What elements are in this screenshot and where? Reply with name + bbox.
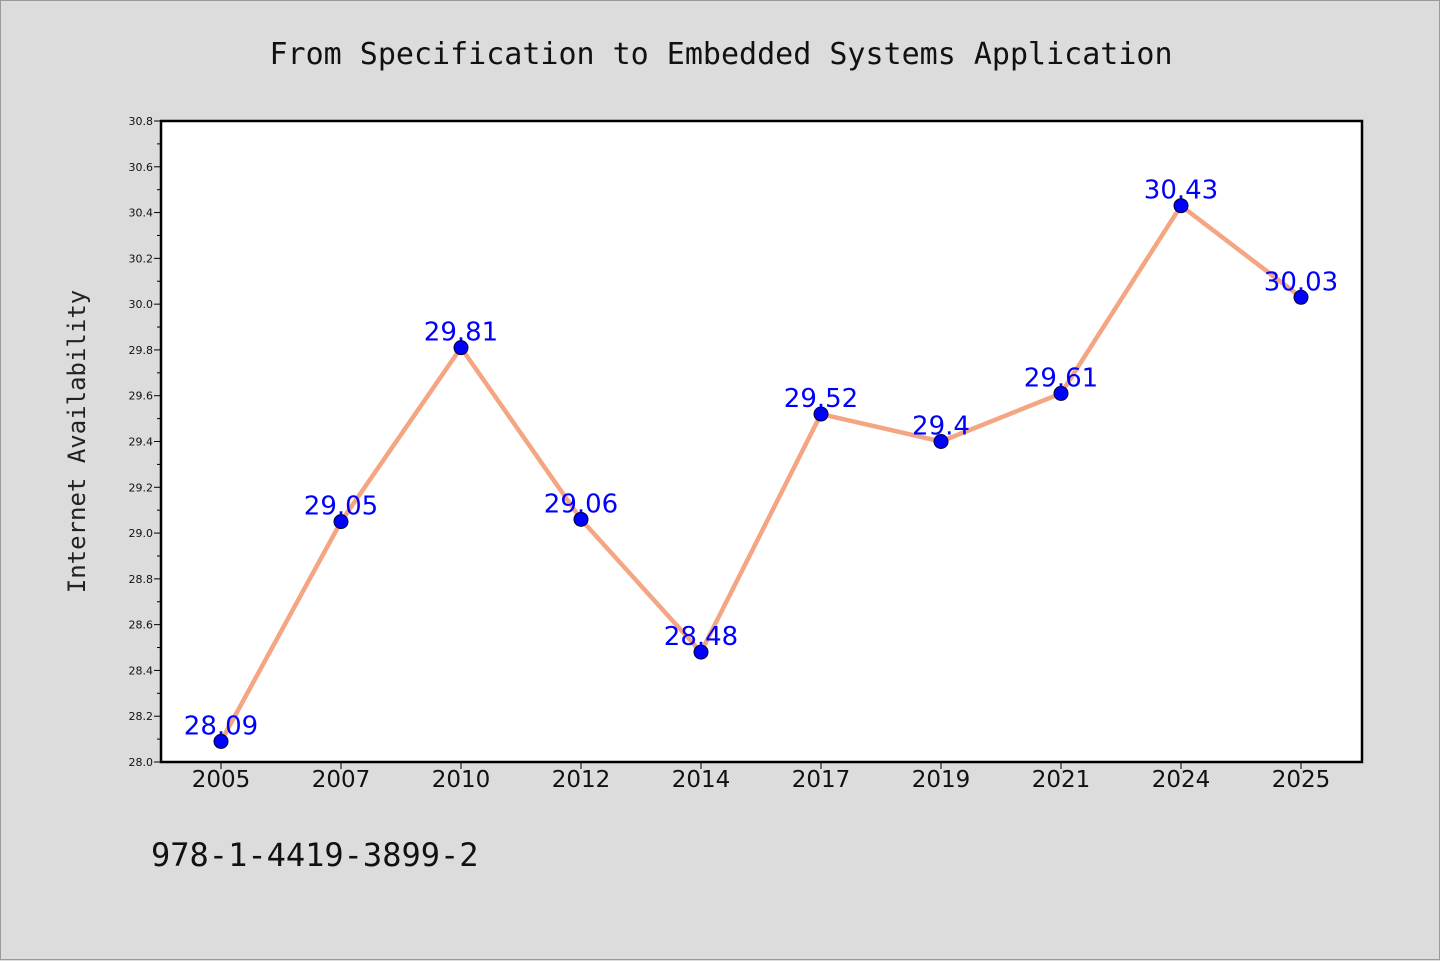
data-label: 29.06 [544,489,618,519]
y-tick-label: 29.8 [129,344,154,357]
y-tick-label: 30.0 [129,298,154,311]
x-tick-label: 2012 [552,767,611,793]
chart-title: From Specification to Embedded Systems A… [269,37,1172,72]
y-tick-label: 29.4 [129,436,154,449]
y-tick-label: 28.0 [129,756,154,769]
data-point [693,644,709,660]
y-tick-label: 29.2 [129,481,154,494]
data-label: 30.43 [1144,176,1218,206]
plot-area [159,119,1364,764]
data-point [1173,198,1189,214]
x-tick-label: 2021 [1032,767,1091,793]
y-tick-label: 30.6 [129,161,154,174]
data-point [813,406,829,422]
data-label: 29.05 [304,492,378,522]
y-tick-label: 29.0 [129,527,154,540]
y-tick-label: 30.4 [129,207,154,220]
data-label: 29.4 [912,412,970,442]
x-tick-label: 2017 [792,767,851,793]
data-label: 28.09 [184,711,258,741]
y-tick-label: 28.4 [129,664,154,677]
isbn-text: 978-1-4419-3899-2 [151,836,479,874]
y-tick-label: 28.6 [129,619,154,632]
data-point [213,733,229,749]
x-tick-label: 2010 [432,767,491,793]
series-line [218,203,1304,744]
data-label: 29.81 [424,318,498,348]
data-label: 29.61 [1024,363,1098,393]
data-point [1053,385,1069,401]
y-axis: 28.0 28.2 28.4 28.6 28.8 29.0 29.2 29.4 29.6 29.8… [129,115,161,769]
y-tick-label: 29.6 [129,390,154,403]
y-tick-label: 30.8 [129,115,154,128]
data-label: 30.03 [1264,267,1338,297]
data-label: 28.48 [664,622,738,652]
y-tick-label: 30.2 [129,252,154,265]
data-label: 29.52 [784,384,858,414]
x-tick-label: 2007 [312,767,371,793]
data-point [1293,289,1309,305]
series-line-group: 28.09 29.05 29.81 29.06 28.48 29.52 29.4 29.61 3… [184,176,1338,749]
x-tick-label: 2019 [912,767,971,793]
data-point [333,514,349,530]
y-axis-label: Internet Availability [63,290,91,593]
data-point [453,340,469,356]
x-tick-label: 2005 [192,767,251,793]
data-point [933,434,949,449]
y-tick-label: 28.8 [129,573,154,586]
x-tick-label: 2014 [672,767,731,793]
x-tick-label: 2024 [1152,767,1211,793]
x-tick-label: 2025 [1272,767,1331,793]
y-tick-label: 28.2 [129,710,154,723]
x-axis: 2005 2007 2010 2012 2014 2017 2019 2021 2024 2025 [192,762,1331,793]
data-point [573,511,589,527]
